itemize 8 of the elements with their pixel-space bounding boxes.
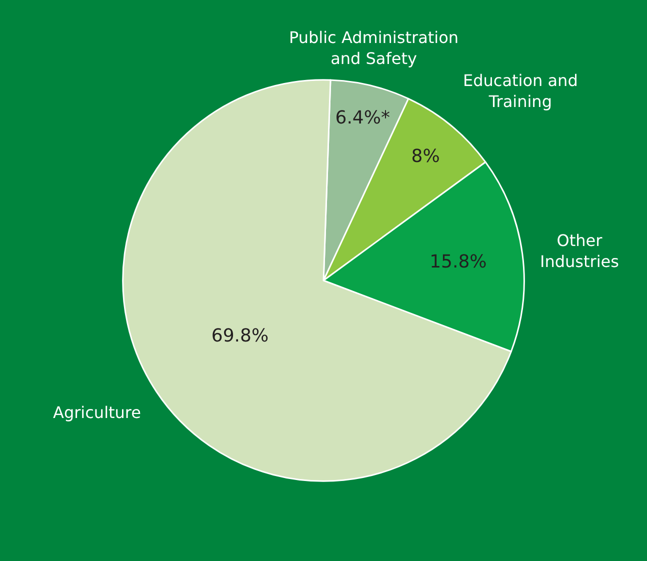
data-label: 15.8% bbox=[430, 252, 487, 273]
data-label: 8% bbox=[411, 146, 440, 167]
data-label: 6.4%* bbox=[335, 107, 390, 128]
data-label: 69.8% bbox=[211, 326, 269, 347]
slice-label: Agriculture bbox=[53, 403, 141, 422]
slice-label: Public Administration and Safety bbox=[289, 28, 459, 68]
slice-label: Other Industries bbox=[540, 231, 619, 271]
slice-label: Education and Training bbox=[463, 71, 578, 111]
